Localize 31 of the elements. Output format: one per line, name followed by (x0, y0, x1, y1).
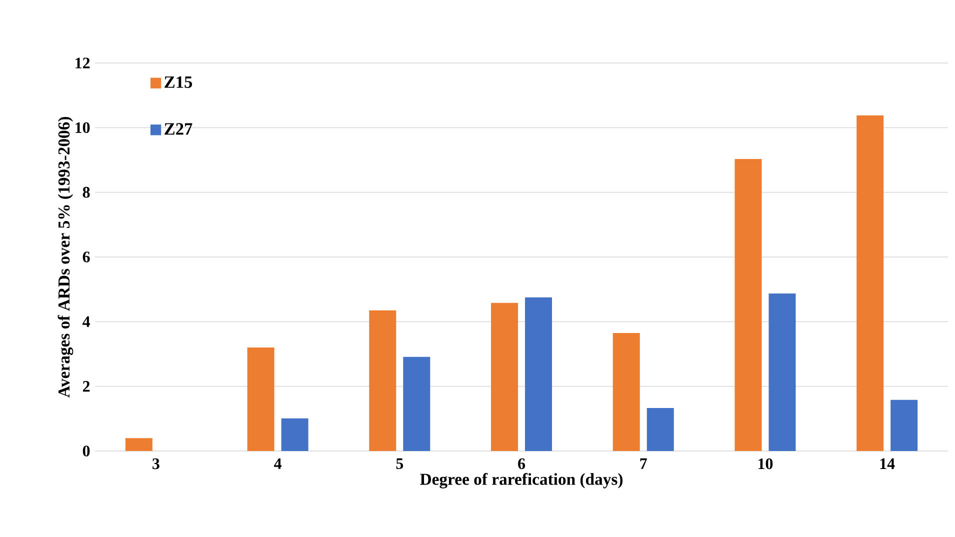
legend-label: Z15 (164, 76, 192, 88)
x-axis-title: Degree of rarefication (days) (420, 473, 623, 488)
y-tick-label: 10 (76, 122, 90, 134)
legend-label: Z27 (164, 123, 192, 135)
bar (890, 400, 918, 452)
bar (768, 294, 796, 452)
bar (403, 356, 430, 452)
x-tick-label: 14 (880, 458, 895, 469)
bar (247, 348, 274, 452)
bar (612, 332, 640, 452)
x-tick-label: 3 (152, 458, 160, 470)
y-axis-title: Averages of ARDs over 5% (1993-2006) (58, 116, 74, 398)
bar (856, 115, 884, 452)
y-tick-label: 2 (82, 381, 90, 392)
bar (646, 408, 674, 452)
x-tick-label: 7 (640, 458, 647, 469)
bar (491, 302, 518, 452)
y-tick-label: 6 (82, 252, 90, 262)
x-tick-label: 10 (758, 458, 773, 470)
bar (369, 310, 396, 452)
bar (525, 297, 552, 452)
x-tick-label: 5 (396, 458, 404, 469)
bar (734, 159, 762, 452)
x-tick-label: 4 (274, 458, 282, 469)
y-tick-label: 0 (82, 446, 90, 456)
bar (281, 418, 308, 452)
y-tick-label: 12 (76, 58, 90, 68)
x-tick-label: 6 (518, 458, 526, 470)
y-tick-label: 8 (82, 186, 90, 198)
bar (125, 438, 152, 452)
y-tick-label: 4 (82, 316, 90, 327)
